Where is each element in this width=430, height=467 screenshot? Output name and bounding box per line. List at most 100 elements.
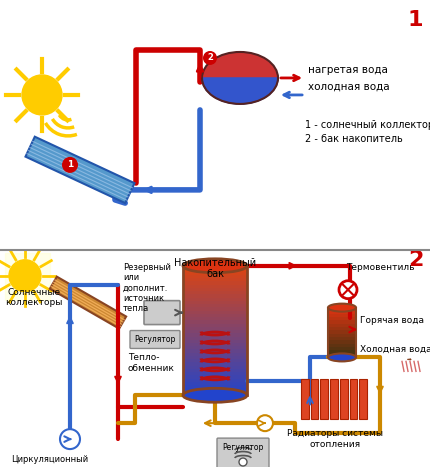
- Bar: [359, 379, 367, 419]
- Bar: [311, 379, 319, 419]
- Bar: [340, 379, 347, 419]
- Bar: [330, 379, 338, 419]
- Text: холодная вода: холодная вода: [308, 82, 390, 92]
- Bar: [350, 379, 357, 419]
- Text: нагретая вода: нагретая вода: [308, 65, 388, 75]
- Ellipse shape: [328, 304, 356, 311]
- Circle shape: [239, 458, 247, 466]
- Ellipse shape: [328, 354, 356, 361]
- FancyArrowPatch shape: [408, 359, 411, 360]
- Text: Регулятор: Регулятор: [222, 443, 264, 452]
- Text: 2: 2: [408, 250, 424, 270]
- Bar: [183, 362, 247, 366]
- Text: 1 - солнечный коллектор: 1 - солнечный коллектор: [305, 120, 430, 130]
- Bar: [183, 340, 247, 344]
- Bar: [183, 301, 247, 304]
- Bar: [183, 330, 247, 334]
- Text: Горячая вода: Горячая вода: [360, 316, 424, 325]
- Text: Циркуляционный
насос: Циркуляционный насос: [12, 455, 89, 467]
- Circle shape: [60, 429, 80, 449]
- Bar: [328, 324, 356, 327]
- Text: 2 - бак накопитель: 2 - бак накопитель: [305, 134, 403, 144]
- Bar: [183, 304, 247, 308]
- Bar: [183, 266, 247, 395]
- Bar: [328, 340, 356, 344]
- Text: 1: 1: [407, 10, 423, 30]
- Text: Радиаторы системы
отопления: Радиаторы системы отопления: [287, 429, 383, 448]
- Circle shape: [257, 415, 273, 431]
- Bar: [183, 311, 247, 314]
- Bar: [328, 337, 356, 341]
- Bar: [183, 291, 247, 295]
- Circle shape: [203, 51, 217, 65]
- Text: 2: 2: [207, 53, 213, 63]
- Bar: [183, 388, 247, 392]
- Bar: [183, 275, 247, 279]
- Bar: [183, 343, 247, 347]
- Bar: [183, 265, 247, 269]
- Polygon shape: [25, 137, 135, 203]
- Bar: [183, 385, 247, 389]
- Bar: [183, 391, 247, 395]
- Text: Солнечные
коллекторы: Солнечные коллекторы: [5, 288, 62, 307]
- Bar: [183, 307, 247, 311]
- Text: Термовентиль: Термовентиль: [346, 263, 414, 272]
- FancyBboxPatch shape: [217, 438, 269, 467]
- Bar: [183, 269, 247, 272]
- Bar: [183, 369, 247, 373]
- Bar: [183, 359, 247, 363]
- Bar: [183, 327, 247, 331]
- Bar: [183, 297, 247, 301]
- Bar: [183, 285, 247, 289]
- Bar: [183, 333, 247, 337]
- Bar: [301, 379, 309, 419]
- Ellipse shape: [202, 52, 278, 104]
- Bar: [183, 314, 247, 318]
- Bar: [183, 356, 247, 360]
- Bar: [328, 334, 356, 338]
- Bar: [183, 278, 247, 282]
- Bar: [183, 349, 247, 353]
- Bar: [328, 330, 356, 334]
- Text: Накопительный
бак: Накопительный бак: [174, 258, 256, 279]
- Bar: [183, 320, 247, 324]
- Bar: [183, 366, 247, 369]
- FancyBboxPatch shape: [144, 301, 180, 325]
- Circle shape: [9, 260, 41, 292]
- Bar: [183, 282, 247, 285]
- Circle shape: [62, 157, 78, 173]
- Bar: [183, 324, 247, 327]
- Polygon shape: [50, 276, 126, 329]
- Bar: [328, 327, 356, 331]
- Bar: [183, 337, 247, 340]
- Text: Регулятор: Регулятор: [134, 335, 176, 344]
- Bar: [183, 317, 247, 321]
- Bar: [183, 294, 247, 298]
- Bar: [320, 379, 328, 419]
- Bar: [328, 317, 356, 321]
- Bar: [183, 288, 247, 292]
- Text: Тепло-
обменник: Тепло- обменник: [128, 354, 175, 373]
- Circle shape: [339, 281, 357, 299]
- Polygon shape: [202, 78, 278, 104]
- Bar: [328, 307, 356, 311]
- Bar: [328, 311, 356, 314]
- Bar: [183, 353, 247, 356]
- Ellipse shape: [183, 259, 247, 273]
- Ellipse shape: [183, 388, 247, 402]
- Bar: [328, 347, 356, 351]
- Bar: [183, 272, 247, 276]
- Bar: [183, 382, 247, 386]
- Bar: [183, 375, 247, 379]
- Circle shape: [22, 75, 62, 115]
- Text: Холодная вода: Холодная вода: [360, 345, 430, 354]
- Bar: [328, 344, 356, 347]
- Bar: [183, 346, 247, 350]
- Bar: [328, 354, 356, 357]
- Bar: [328, 320, 356, 324]
- Bar: [328, 308, 356, 357]
- Bar: [183, 379, 247, 382]
- Text: 1: 1: [67, 160, 73, 170]
- Bar: [328, 350, 356, 354]
- Text: Резервный
или
дополнит.
источник
тепла: Резервный или дополнит. источник тепла: [123, 263, 171, 313]
